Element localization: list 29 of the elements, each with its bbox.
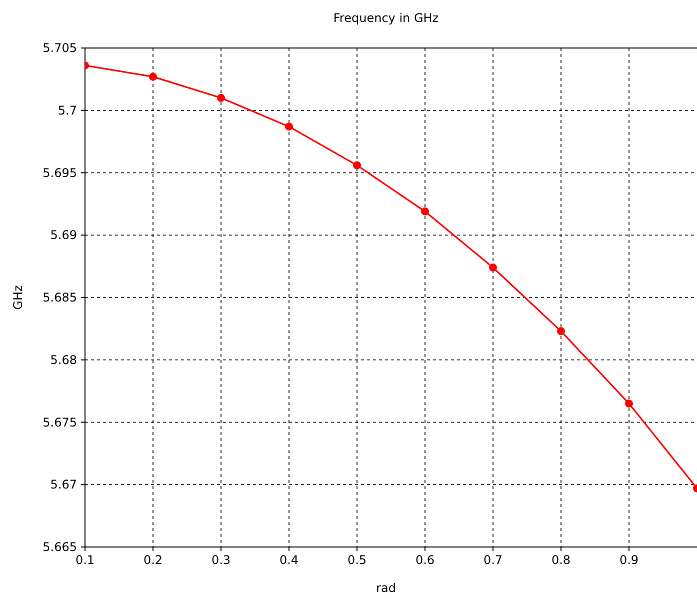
point [557, 327, 565, 336]
x-tick-label: 0.9 [619, 553, 639, 567]
point [421, 207, 429, 216]
y-tick-label: 5.7 [58, 103, 77, 118]
y-tick-label: 5.695 [42, 166, 77, 180]
x-tick-label: 0.8 [551, 553, 571, 567]
y-tick-label: 5.665 [42, 540, 77, 554]
y-axis-title: GHz [11, 285, 25, 310]
x-axis-title: rad [376, 581, 396, 595]
chart-title: Frequency in GHz [333, 11, 439, 25]
point [217, 94, 225, 102]
point [489, 264, 497, 272]
x-tick-label: 0.1 [75, 553, 95, 567]
y-tick-label: 5.67 [50, 478, 77, 492]
y-tick-label: 5.69 [50, 228, 77, 242]
x-tick-label: 0.4 [279, 553, 299, 567]
y-tick-label: 5.68 [50, 352, 77, 367]
y-tick-label: 5.705 [42, 41, 77, 55]
x-tick-label: 0.6 [415, 553, 435, 567]
point [353, 161, 361, 170]
x-tick-label: 0.5 [347, 553, 367, 567]
x-tick-label: 0.2 [143, 553, 163, 567]
point [625, 400, 633, 408]
y-tick-label: 5.675 [42, 415, 77, 430]
y-tick-label: 5.685 [42, 290, 77, 304]
point [285, 122, 293, 131]
x-tick-label: 0.3 [211, 553, 231, 567]
point [149, 72, 157, 81]
x-tick-label: 0.7 [483, 553, 503, 567]
